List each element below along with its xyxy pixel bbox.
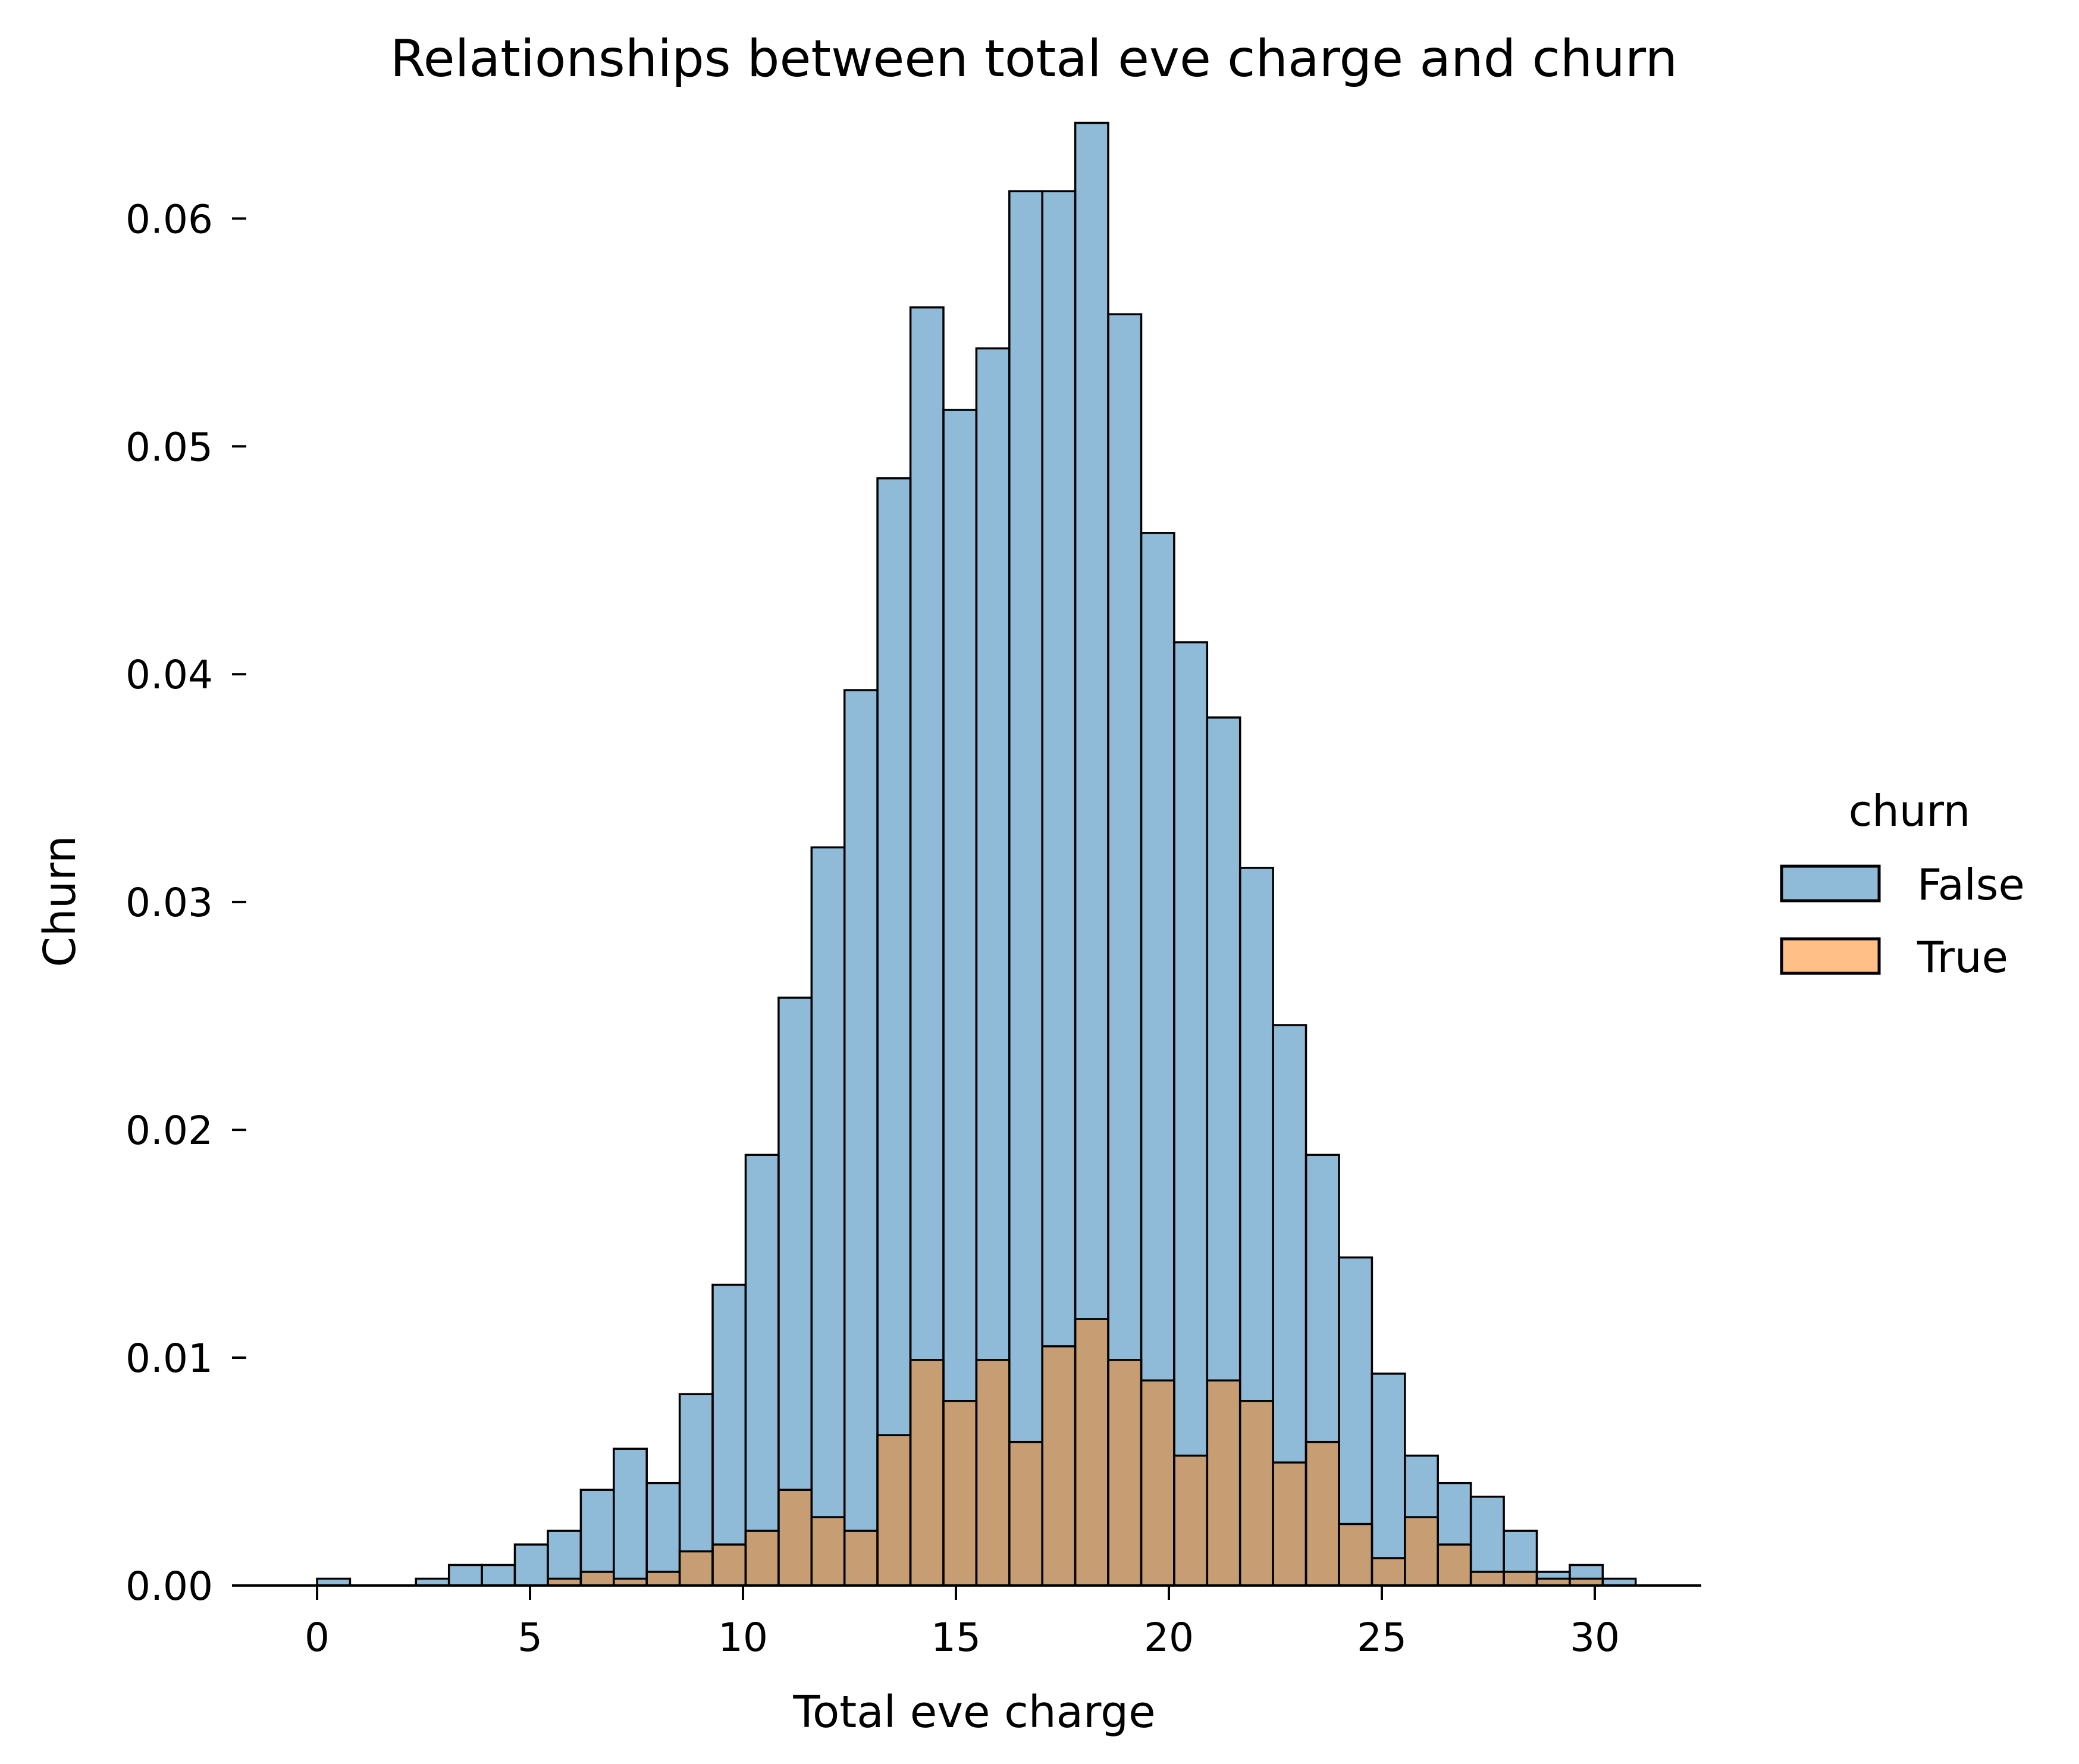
bar-false-15 <box>810 846 846 1587</box>
bar-false-32 <box>1371 1373 1406 1587</box>
y-tick-label-1: 0.01 <box>126 1336 213 1381</box>
plot-area <box>316 121 1637 1587</box>
bar-false-10 <box>645 1481 681 1587</box>
legend-title: churn <box>1849 786 1971 836</box>
bar-true-28 <box>1238 1400 1274 1587</box>
bar-true-31 <box>1338 1522 1374 1587</box>
bar-true-29 <box>1272 1461 1307 1587</box>
bar-true-22 <box>1041 1345 1077 1587</box>
bar-false-16 <box>843 689 879 1587</box>
bar-false-5 <box>481 1564 516 1587</box>
x-tick-label-5: 25 <box>1357 1615 1407 1660</box>
bar-false-9 <box>613 1447 648 1587</box>
bar-true-20 <box>975 1359 1011 1587</box>
legend-label-false: False <box>1917 860 2025 910</box>
bar-true-32 <box>1371 1557 1406 1587</box>
bar-true-34 <box>1437 1543 1472 1587</box>
y-axis-label: Churn <box>35 835 86 967</box>
bar-false-14 <box>777 997 813 1587</box>
bar-true-13 <box>744 1530 780 1587</box>
y-tick-label-6: 0.06 <box>126 196 213 242</box>
x-tick-label-4: 20 <box>1144 1615 1194 1660</box>
bar-true-33 <box>1404 1516 1439 1587</box>
bar-false-4 <box>447 1564 483 1587</box>
bar-true-26 <box>1173 1454 1209 1587</box>
x-tick-label-0: 0 <box>305 1615 330 1660</box>
y-tick-label-5: 0.05 <box>126 424 213 470</box>
bar-false-12 <box>711 1283 747 1587</box>
bar-true-19 <box>942 1400 978 1587</box>
bar-true-15 <box>810 1516 846 1587</box>
bar-true-8 <box>579 1571 615 1587</box>
x-tick-label-2: 10 <box>718 1615 768 1660</box>
legend-label-true: True <box>1917 932 2008 982</box>
bar-false-7 <box>547 1530 582 1587</box>
bar-true-36 <box>1503 1571 1538 1587</box>
bar-true-12 <box>711 1543 747 1587</box>
x-tick-label-6: 30 <box>1570 1615 1620 1660</box>
bar-false-17 <box>876 477 912 1587</box>
chart-title: Relationships between total eve charge a… <box>390 29 1677 89</box>
y-tick-label-0: 0.00 <box>126 1564 213 1609</box>
bar-true-24 <box>1107 1359 1143 1587</box>
legend: churn False True <box>1780 786 2025 982</box>
bar-true-35 <box>1469 1571 1505 1587</box>
x-axis-label: Total eve charge <box>792 1687 1155 1738</box>
y-tick-label-2: 0.02 <box>126 1108 213 1154</box>
x-tick-label-1: 5 <box>518 1615 543 1660</box>
bar-false-13 <box>744 1154 780 1587</box>
y-axis-ticks: 0.00 0.01 0.02 0.03 0.04 0.05 0.06 <box>126 196 246 1609</box>
legend-swatch-true <box>1780 937 1881 975</box>
bar-false-6 <box>513 1543 549 1587</box>
bar-true-16 <box>843 1530 879 1587</box>
bar-true-17 <box>876 1434 912 1587</box>
bar-true-10 <box>645 1571 681 1587</box>
x-tick-label-3: 15 <box>931 1615 981 1660</box>
bar-true-23 <box>1074 1318 1109 1587</box>
bar-true-25 <box>1140 1379 1175 1587</box>
bar-true-11 <box>678 1550 714 1587</box>
bar-true-18 <box>909 1359 945 1587</box>
y-tick-label-3: 0.03 <box>126 880 213 926</box>
bar-false-21 <box>1008 190 1043 1587</box>
bar-true-21 <box>1008 1440 1043 1587</box>
series-true-bars <box>547 1318 1604 1587</box>
y-tick-label-4: 0.04 <box>126 652 213 698</box>
bar-true-14 <box>777 1489 813 1587</box>
bar-true-27 <box>1206 1379 1241 1587</box>
x-axis-ticks: 0 5 10 15 20 25 30 <box>305 1586 1620 1660</box>
bar-false-26 <box>1173 641 1209 1587</box>
bar-true-30 <box>1305 1440 1340 1587</box>
legend-swatch-false <box>1780 864 1881 903</box>
